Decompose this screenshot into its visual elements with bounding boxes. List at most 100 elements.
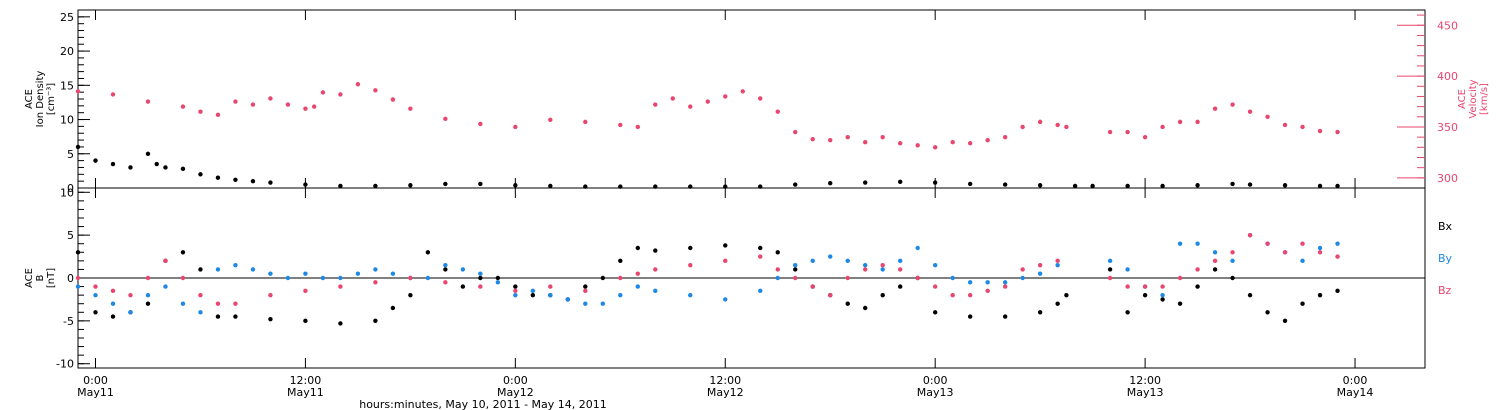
data-point <box>653 102 658 107</box>
y-tick-label: -5 <box>63 315 74 328</box>
data-point <box>810 258 815 264</box>
data-point <box>1212 106 1218 111</box>
data-point <box>583 119 588 125</box>
data-point <box>93 310 98 315</box>
y-tick-label: 15 <box>60 79 74 92</box>
legend-item: Bx <box>1438 220 1453 233</box>
data-point <box>1177 275 1183 281</box>
data-point <box>154 161 159 167</box>
data-point <box>338 321 343 326</box>
right-tick-label: 400 <box>1437 70 1458 83</box>
data-point <box>1195 241 1200 246</box>
data-point <box>1177 301 1183 306</box>
data-point <box>215 175 221 180</box>
data-point <box>915 245 920 251</box>
data-point <box>1247 292 1253 298</box>
data-point <box>1177 241 1183 246</box>
data-point <box>583 288 588 294</box>
data-point <box>688 245 693 251</box>
data-point <box>653 248 658 253</box>
y-tick-label: 25 <box>60 11 74 24</box>
x-tick-date: May12 <box>707 386 744 399</box>
data-point <box>653 267 658 272</box>
data-point <box>810 136 815 142</box>
data-point <box>145 275 151 281</box>
data-point <box>233 262 238 268</box>
x-tick-date: May11 <box>287 386 324 399</box>
data-point <box>1265 241 1270 246</box>
data-point <box>723 94 728 99</box>
data-point <box>635 245 640 251</box>
data-point <box>390 271 396 276</box>
data-point <box>268 180 273 185</box>
data-point <box>443 116 448 122</box>
data-point <box>93 158 98 163</box>
data-point <box>163 284 168 289</box>
data-point <box>1064 292 1069 298</box>
data-point <box>75 250 81 255</box>
data-point <box>1282 122 1288 128</box>
data-point <box>635 284 640 289</box>
data-point <box>215 301 221 306</box>
data-point <box>932 310 938 315</box>
data-point <box>1282 183 1288 188</box>
x-tick-date: May12 <box>497 386 534 399</box>
data-point <box>967 292 973 298</box>
data-point <box>705 99 710 104</box>
data-point <box>145 301 151 306</box>
x-tick-time: 12:00 <box>1129 374 1161 387</box>
data-point <box>793 275 798 281</box>
data-point <box>530 288 536 294</box>
data-point <box>1002 134 1008 140</box>
data-point <box>618 258 623 264</box>
data-point <box>1212 267 1218 272</box>
series-black <box>75 144 1340 189</box>
data-point <box>1160 183 1165 189</box>
data-point <box>163 258 168 264</box>
data-point <box>320 90 326 95</box>
data-point <box>635 271 640 276</box>
data-point <box>303 318 308 324</box>
data-point <box>932 262 938 268</box>
data-point <box>967 314 973 319</box>
data-point <box>1037 271 1043 276</box>
data-point <box>443 267 448 272</box>
data-point <box>810 284 815 289</box>
data-point <box>967 181 973 187</box>
data-point <box>145 99 151 104</box>
data-point <box>1107 275 1113 281</box>
data-point <box>478 284 483 289</box>
data-point <box>180 166 186 172</box>
y-tick-label: 0 <box>67 182 74 195</box>
data-point <box>863 267 868 272</box>
y-tick-label: 10 <box>60 186 74 199</box>
data-point <box>163 165 168 170</box>
data-point <box>845 134 850 140</box>
y-axis-label: Ion Density <box>35 71 46 128</box>
data-point <box>198 267 203 272</box>
data-point <box>1230 275 1235 281</box>
data-point <box>110 288 116 294</box>
data-point <box>303 271 308 276</box>
data-point <box>250 102 256 107</box>
data-point <box>1037 310 1043 315</box>
data-point <box>1335 288 1340 294</box>
data-point <box>1317 245 1323 251</box>
data-point <box>985 280 990 285</box>
data-point <box>932 284 938 289</box>
data-point <box>548 183 553 189</box>
right-axis-label: Velocity <box>1468 79 1479 118</box>
data-point <box>1230 258 1235 264</box>
data-point <box>985 137 990 143</box>
data-point <box>1247 182 1253 187</box>
data-point <box>1247 232 1253 238</box>
data-point <box>828 137 833 143</box>
data-point <box>828 292 833 298</box>
data-point <box>373 280 378 285</box>
data-point <box>758 288 763 294</box>
data-point <box>1195 119 1200 125</box>
data-point <box>460 267 466 272</box>
data-point <box>897 141 903 146</box>
x-tick-time: 12:00 <box>290 374 322 387</box>
data-point <box>408 183 413 188</box>
